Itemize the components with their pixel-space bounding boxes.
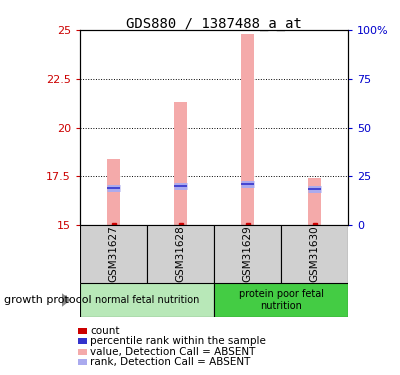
Bar xyxy=(214,225,281,283)
Bar xyxy=(281,225,348,283)
Bar xyxy=(174,102,186,225)
Bar xyxy=(242,34,254,225)
Text: percentile rank within the sample: percentile rank within the sample xyxy=(90,336,266,346)
Text: growth protocol: growth protocol xyxy=(4,295,92,305)
Text: GSM31630: GSM31630 xyxy=(310,226,320,282)
Text: rank, Detection Call = ABSENT: rank, Detection Call = ABSENT xyxy=(90,357,250,367)
Bar xyxy=(308,178,320,225)
Bar xyxy=(214,283,348,317)
Text: protein poor fetal
nutrition: protein poor fetal nutrition xyxy=(238,289,324,311)
Text: GDS880 / 1387488_a_at: GDS880 / 1387488_a_at xyxy=(126,17,302,31)
Bar xyxy=(147,225,214,283)
Bar xyxy=(80,225,147,283)
Bar xyxy=(108,159,120,225)
Bar xyxy=(80,283,214,317)
Text: value, Detection Call = ABSENT: value, Detection Call = ABSENT xyxy=(90,347,255,357)
Polygon shape xyxy=(62,293,71,307)
Text: GSM31629: GSM31629 xyxy=(242,226,252,282)
Text: GSM31627: GSM31627 xyxy=(108,226,118,282)
Text: count: count xyxy=(90,326,120,336)
Text: GSM31628: GSM31628 xyxy=(176,226,186,282)
Text: normal fetal nutrition: normal fetal nutrition xyxy=(95,295,199,305)
